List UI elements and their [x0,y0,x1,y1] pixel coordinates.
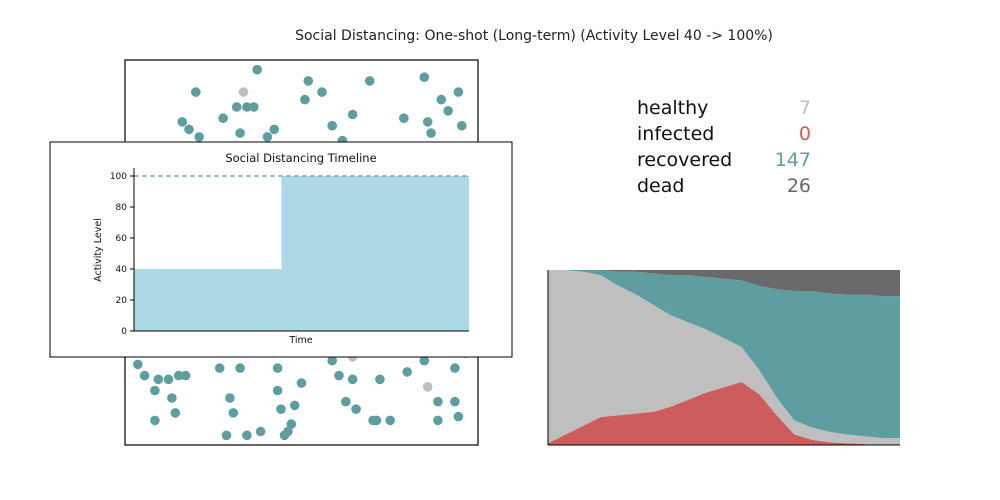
stat-value-dead: 26 [787,175,811,197]
particle-recovered [419,72,430,82]
particle-recovered [225,393,235,403]
particle-recovered [180,370,191,381]
scatter-points [133,64,471,441]
particle-recovered [235,128,245,138]
timeline-step-0 [134,269,282,331]
timeline-plot: 0 20 40 60 80 100 [110,168,469,337]
particle-recovered [422,117,433,127]
particle-recovered [426,128,436,138]
particle-recovered [214,363,225,373]
particle-recovered [221,430,232,441]
particle-recovered [170,408,181,418]
particle-recovered [150,415,160,426]
particle-recovered [402,367,413,377]
particle-recovered [399,113,409,123]
particle-recovered [347,109,358,120]
particle-recovered [191,87,201,97]
particle-recovered [133,359,143,370]
particle-recovered [327,355,338,366]
stat-value-recovered: 147 [775,149,811,171]
particle-recovered [218,113,228,123]
timeline-title: Social Distancing Timeline [225,151,376,165]
particle-recovered [334,370,344,381]
stacked-area-panel [547,270,900,446]
particle-recovered [385,415,396,426]
timeline-ytick-label: 0 [121,327,127,337]
area-series-healthy [548,270,900,445]
particle-recovered [228,408,239,418]
particle-recovered [249,102,259,112]
particle-recovered [194,132,204,142]
timeline-ytick-label: 40 [116,265,128,275]
particle-recovered [167,393,177,403]
particle-recovered [150,385,160,396]
particle-recovered [351,404,361,415]
particle-recovered [341,396,351,407]
particle-recovered [173,370,184,381]
particle-recovered [286,419,297,429]
timeline-inset: Social Distancing Timeline 020406080100 … [49,141,513,358]
particle-recovered [419,355,430,366]
particle-recovered [450,396,460,407]
particle-recovered [453,87,464,97]
particle-recovered [450,363,460,373]
particle-recovered [433,396,443,407]
stat-label-recovered: recovered [637,149,732,171]
particle-recovered [242,430,252,441]
timeline-step-1 [281,176,469,331]
particle-recovered [262,132,273,142]
particle-recovered [153,374,164,385]
figure-title: Social Distancing: One-shot (Long-term) … [295,28,773,44]
particle-recovered [235,363,245,373]
particle-recovered [255,426,266,437]
particle-recovered [252,64,262,75]
area-series-dead [548,270,900,297]
particle-recovered [327,120,338,131]
particle-healthy [422,382,433,392]
stat-value-infected: 0 [799,123,811,145]
particle-recovered [272,385,283,396]
timeline-ytick-label: 20 [116,296,128,306]
timeline-ytick-label: 80 [116,203,128,213]
particle-recovered [371,415,382,426]
stat-value-healthy: 7 [799,97,811,119]
timeline-ytick-label: 100 [110,172,127,182]
particle-recovered [453,411,464,422]
stat-label-dead: dead [637,175,684,197]
area-series-infected [548,382,900,445]
particle-recovered [347,374,358,385]
particle-recovered [433,415,443,426]
particle-recovered [317,87,327,97]
particle-recovered [279,430,290,441]
particle-recovered [269,124,280,135]
area-layers [548,270,900,445]
particle-recovered [364,76,375,86]
particle-recovered [436,94,447,105]
particle-recovered [163,374,174,385]
timeline-ytick-label: 60 [116,234,128,244]
particle-recovered [289,400,300,411]
timeline-xlabel: Time [288,335,312,346]
particle-recovered [242,102,252,112]
stat-label-healthy: healthy [637,97,708,119]
timeline-ylabel: Activity Level [93,218,104,282]
area-series-recovered [548,270,900,438]
particle-recovered [300,94,310,105]
particle-recovered [139,370,150,381]
stat-label-infected: infected [637,123,714,145]
particle-recovered [272,363,283,373]
particle-recovered [375,374,385,385]
particle-recovered [457,120,467,131]
particle-recovered [303,76,314,86]
stats-legend: healthy 7 infected 0 recovered 147 dead … [637,97,811,197]
particle-recovered [177,117,187,127]
particle-recovered [276,404,286,415]
particle-healthy [238,87,249,97]
particle-recovered [184,124,194,135]
particle-recovered [296,378,307,388]
particle-recovered [231,102,242,112]
particle-recovered [443,106,453,116]
